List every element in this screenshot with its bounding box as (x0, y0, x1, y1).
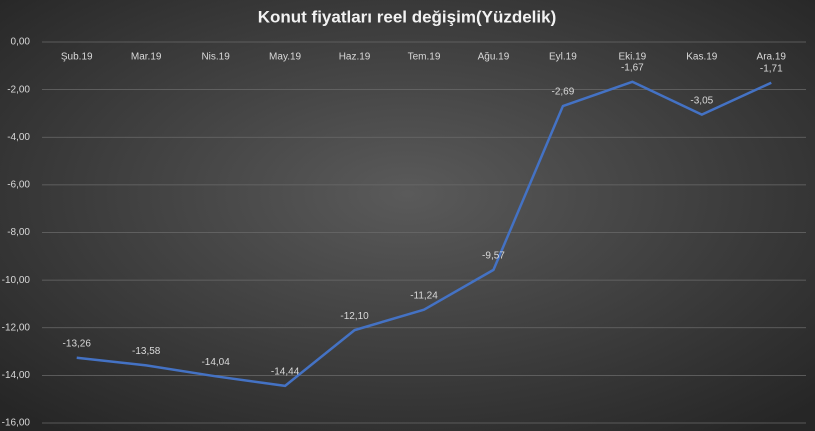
data-label: -9,57 (482, 251, 505, 262)
data-label: -3,05 (690, 95, 713, 106)
x-tick-label: Nis.19 (201, 52, 230, 63)
chart-title: Konut fiyatları reel değişim(Yüzdelik) (258, 7, 557, 26)
y-tick-label: -14,00 (2, 370, 31, 381)
y-tick-label: -16,00 (2, 418, 31, 429)
data-label: -11,24 (410, 290, 438, 301)
y-tick-label: -6,00 (7, 180, 30, 191)
data-label: -2,69 (552, 87, 575, 98)
y-tick-label: -2,00 (7, 84, 30, 95)
y-tick-label: 0,00 (11, 37, 31, 48)
data-label: -12,10 (340, 311, 369, 322)
x-tick-label: May.19 (269, 52, 301, 63)
y-tick-label: -10,00 (2, 275, 31, 286)
data-label: -13,26 (63, 338, 92, 349)
x-tick-label: Kas.19 (686, 52, 718, 63)
x-tick-label: Mar.19 (131, 52, 162, 63)
x-tick-label: Tem.19 (408, 52, 441, 63)
data-label: -1,71 (760, 63, 783, 74)
y-tick-label: -12,00 (2, 322, 31, 333)
data-label: -13,58 (132, 346, 161, 357)
x-tick-label: Ara.19 (757, 52, 787, 63)
data-label: -1,67 (621, 62, 644, 73)
line (76, 80, 772, 388)
data-label: -14,04 (201, 357, 230, 368)
x-tick-label: Haz.19 (339, 52, 371, 63)
y-tick-label: -4,00 (7, 132, 30, 143)
y-tick-label: -8,00 (7, 227, 30, 238)
x-tick-label: Eyl.19 (549, 52, 577, 63)
x-tick-label: Eki.19 (618, 52, 646, 63)
x-tick-label: Şub.19 (61, 52, 93, 63)
x-tick-label: Ağu.19 (478, 52, 510, 63)
data-label: -14,44 (271, 366, 300, 377)
